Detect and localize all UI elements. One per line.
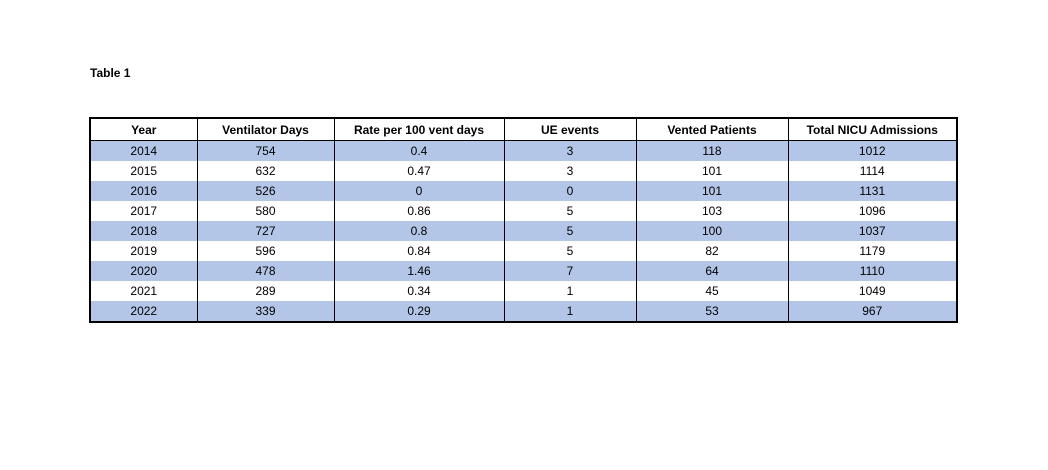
table-row: 2020 478 1.46 7 64 1110 [89, 261, 958, 281]
cell-ventilator-days: 580 [196, 201, 335, 221]
cell-ue-events: 5 [503, 201, 637, 221]
table-row: 2021 289 0.34 1 45 1049 [89, 281, 958, 301]
cell-total-nicu-admissions: 1179 [787, 241, 958, 261]
cell-total-nicu-admissions: 1049 [787, 281, 958, 301]
cell-ventilator-days: 632 [196, 161, 335, 181]
cell-ventilator-days: 596 [196, 241, 335, 261]
cell-vented-patients: 103 [635, 201, 789, 221]
cell-rate: 1.46 [333, 261, 505, 281]
cell-ue-events: 3 [503, 161, 637, 181]
column-header-total-nicu-admissions: Total NICU Admissions [787, 118, 958, 141]
cell-vented-patients: 101 [635, 161, 789, 181]
cell-year: 2021 [89, 281, 198, 301]
data-table: Year Ventilator Days Rate per 100 vent d… [89, 117, 958, 323]
cell-total-nicu-admissions: 1131 [787, 181, 958, 201]
cell-vented-patients: 82 [635, 241, 789, 261]
column-header-ue-events: UE events [503, 118, 637, 141]
cell-rate: 0.34 [333, 281, 505, 301]
cell-ventilator-days: 526 [196, 181, 335, 201]
cell-rate: 0.84 [333, 241, 505, 261]
table-row: 2018 727 0.8 5 100 1037 [89, 221, 958, 241]
cell-ue-events: 7 [503, 261, 637, 281]
table-row: 2019 596 0.84 5 82 1179 [89, 241, 958, 261]
cell-ventilator-days: 478 [196, 261, 335, 281]
column-header-ventilator-days: Ventilator Days [196, 118, 335, 141]
cell-vented-patients: 45 [635, 281, 789, 301]
cell-ue-events: 5 [503, 221, 637, 241]
cell-total-nicu-admissions: 1012 [787, 140, 958, 161]
cell-year: 2017 [89, 201, 198, 221]
column-header-year: Year [89, 118, 198, 141]
cell-ue-events: 1 [503, 301, 637, 322]
cell-total-nicu-admissions: 1114 [787, 161, 958, 181]
cell-year: 2019 [89, 241, 198, 261]
cell-year: 2022 [89, 301, 198, 322]
cell-ue-events: 3 [503, 140, 637, 161]
cell-ventilator-days: 754 [196, 140, 335, 161]
cell-vented-patients: 101 [635, 181, 789, 201]
cell-total-nicu-admissions: 1037 [787, 221, 958, 241]
cell-year: 2020 [89, 261, 198, 281]
cell-rate: 0.86 [333, 201, 505, 221]
cell-vented-patients: 100 [635, 221, 789, 241]
table-row: 2022 339 0.29 1 53 967 [89, 301, 958, 322]
cell-ventilator-days: 289 [196, 281, 335, 301]
table-caption: Table 1 [90, 66, 131, 80]
cell-rate: 0.8 [333, 221, 505, 241]
table-row: 2014 754 0.4 3 118 1012 [89, 140, 958, 161]
cell-total-nicu-admissions: 1096 [787, 201, 958, 221]
column-header-vented-patients: Vented Patients [635, 118, 789, 141]
table-row: 2017 580 0.86 5 103 1096 [89, 201, 958, 221]
cell-ventilator-days: 339 [196, 301, 335, 322]
cell-ue-events: 5 [503, 241, 637, 261]
cell-year: 2018 [89, 221, 198, 241]
cell-vented-patients: 118 [635, 140, 789, 161]
cell-rate: 0.29 [333, 301, 505, 322]
cell-ue-events: 1 [503, 281, 637, 301]
table-row: 2015 632 0.47 3 101 1114 [89, 161, 958, 181]
cell-rate: 0.4 [333, 140, 505, 161]
cell-rate: 0.47 [333, 161, 505, 181]
cell-year: 2016 [89, 181, 198, 201]
cell-total-nicu-admissions: 967 [787, 301, 958, 322]
cell-total-nicu-admissions: 1110 [787, 261, 958, 281]
cell-rate: 0 [333, 181, 505, 201]
cell-ue-events: 0 [503, 181, 637, 201]
cell-ventilator-days: 727 [196, 221, 335, 241]
cell-vented-patients: 64 [635, 261, 789, 281]
cell-vented-patients: 53 [635, 301, 789, 322]
table-row: 2016 526 0 0 101 1131 [89, 181, 958, 201]
cell-year: 2015 [89, 161, 198, 181]
cell-year: 2014 [89, 140, 198, 161]
column-header-rate: Rate per 100 vent days [333, 118, 505, 141]
header-row: Year Ventilator Days Rate per 100 vent d… [89, 118, 958, 141]
